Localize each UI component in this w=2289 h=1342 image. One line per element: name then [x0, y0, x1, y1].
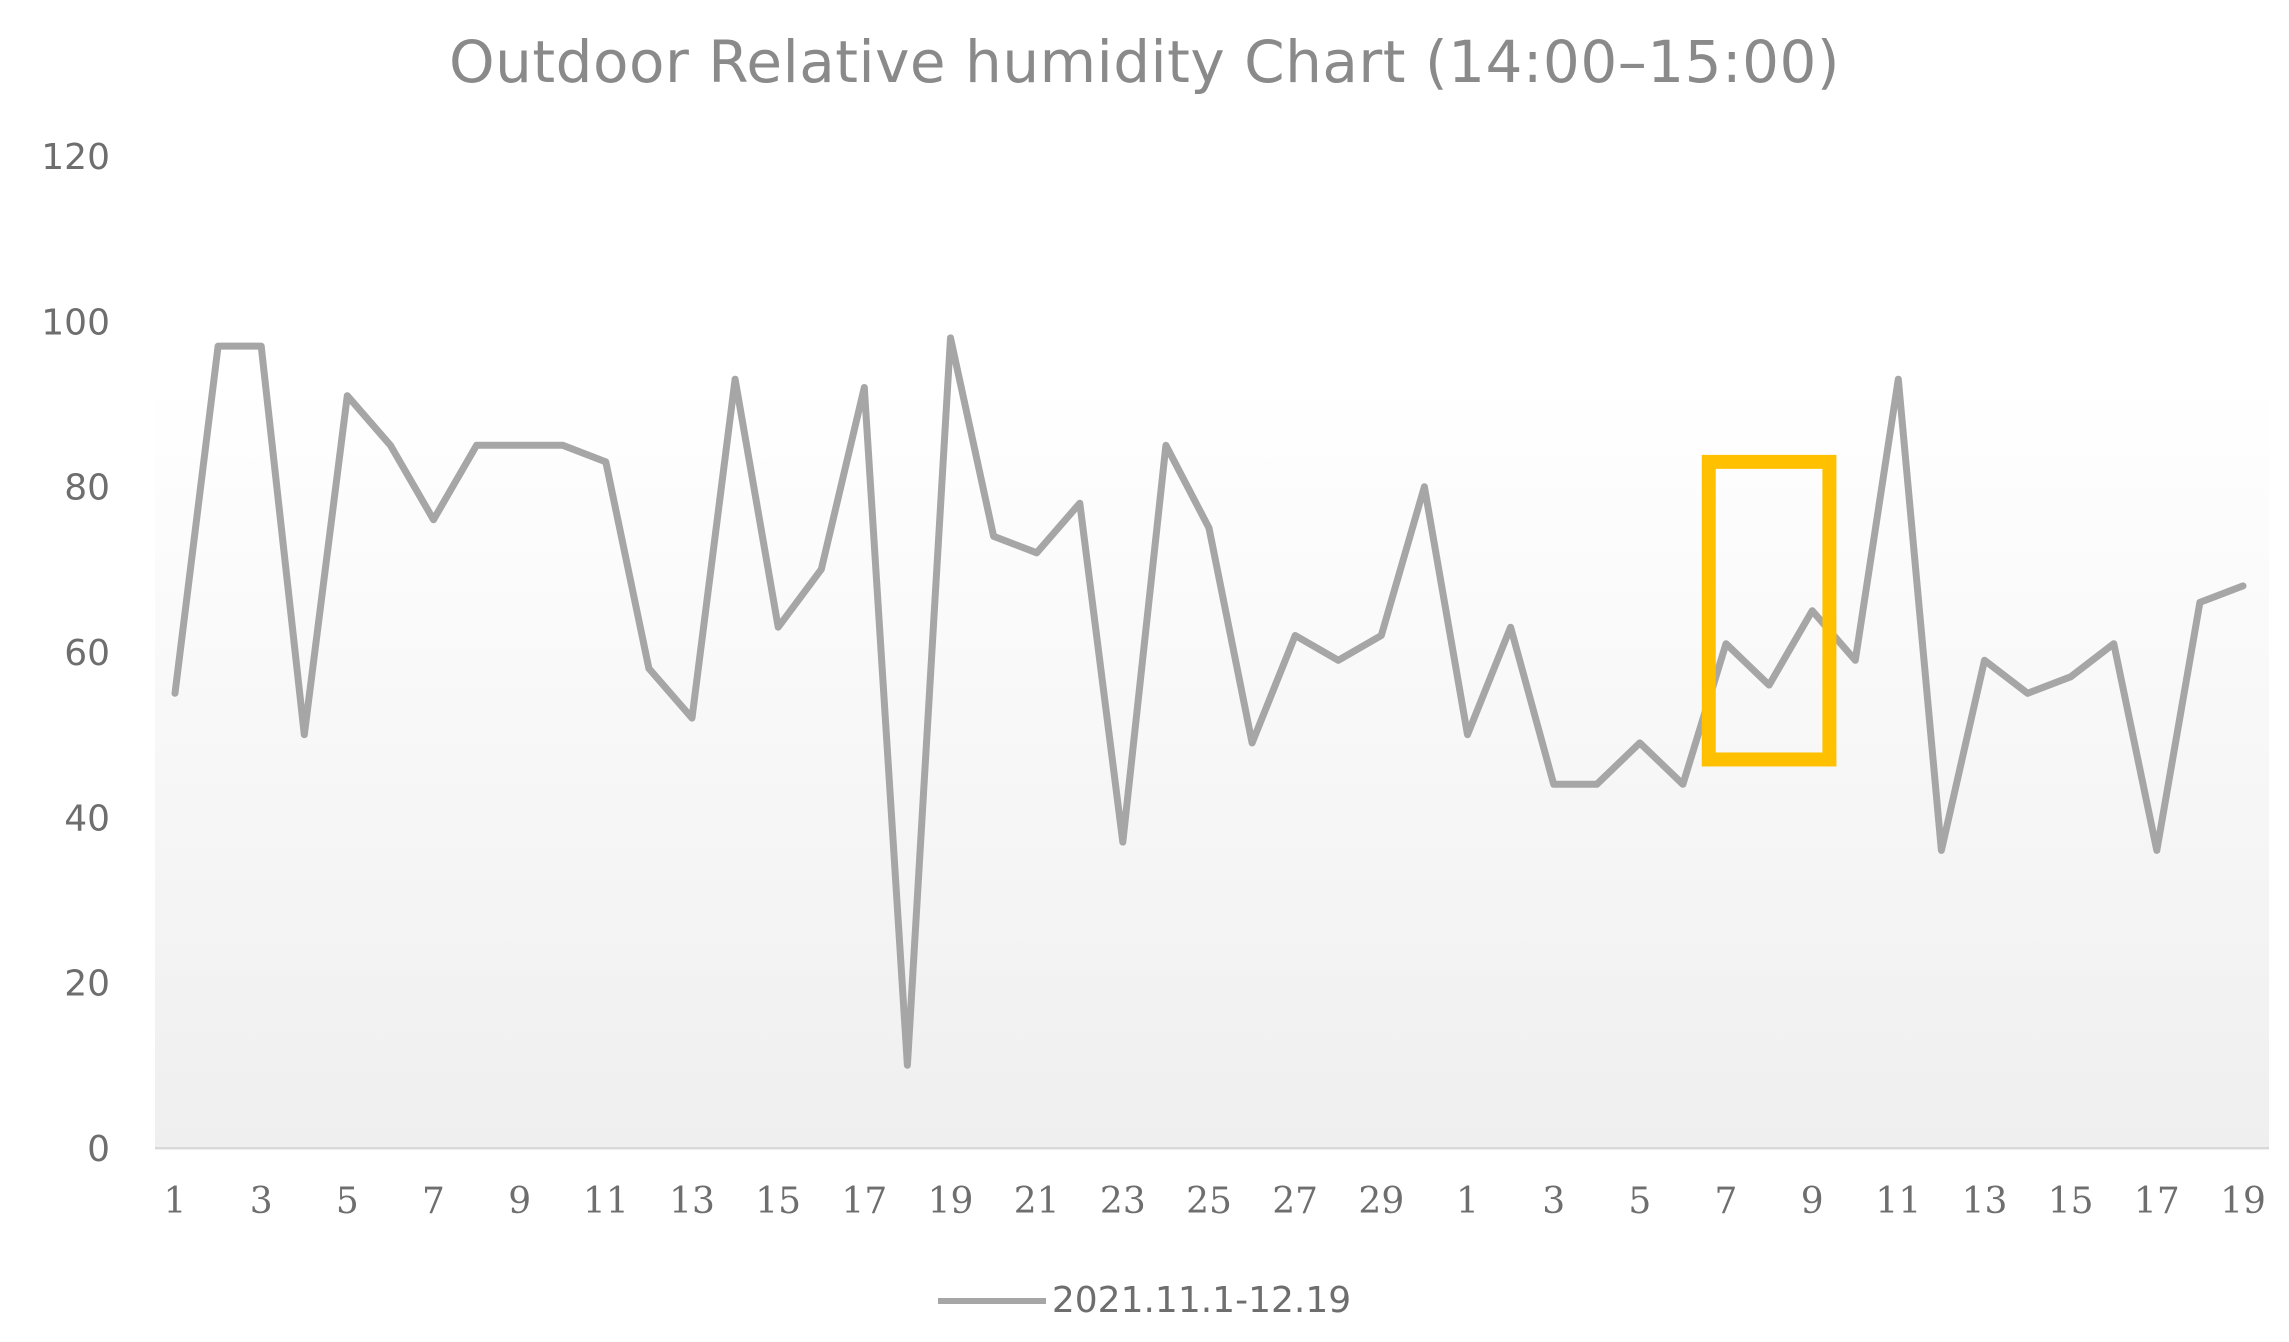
x-tick-label: 3 — [250, 1181, 273, 1222]
x-tick-label: 17 — [841, 1181, 887, 1222]
x-tick-label: 17 — [2134, 1181, 2180, 1222]
x-tick-label: 23 — [1100, 1181, 1146, 1222]
data-point — [991, 533, 997, 539]
y-tick-label: 120 — [41, 137, 110, 178]
x-tick-label: 25 — [1186, 1181, 1232, 1222]
data-point — [2025, 690, 2031, 696]
x-tick-label: 1 — [1456, 1181, 1479, 1222]
data-point — [301, 732, 307, 738]
data-point — [1465, 732, 1471, 738]
data-point — [1120, 839, 1126, 845]
y-tick-label: 100 — [41, 302, 110, 343]
x-tick-label: 29 — [1358, 1181, 1404, 1222]
legend-label: 2021.11.1-12.19 — [1051, 1280, 1352, 1321]
data-point — [1680, 781, 1686, 787]
data-point — [172, 690, 178, 696]
y-tick-label: 0 — [87, 1129, 110, 1170]
x-tick-label: 15 — [2048, 1181, 2094, 1222]
data-point — [1378, 632, 1384, 638]
data-point — [1637, 740, 1643, 746]
data-point — [431, 517, 437, 523]
data-point — [1421, 484, 1427, 490]
data-point — [1594, 781, 1600, 787]
data-point — [646, 666, 652, 672]
data-point — [387, 442, 393, 448]
data-point — [560, 442, 566, 448]
x-tick-label: 19 — [928, 1181, 974, 1222]
data-point — [1163, 442, 1169, 448]
data-point — [474, 442, 480, 448]
data-point — [258, 343, 264, 349]
data-point — [1938, 847, 1944, 853]
y-tick-label: 60 — [64, 633, 110, 674]
legend: 2021.11.1-12.19 — [0, 1280, 2289, 1321]
x-tick-label: 19 — [2220, 1181, 2266, 1222]
x-tick-label: 9 — [1801, 1181, 1824, 1222]
data-point — [1508, 624, 1514, 630]
data-point — [1895, 376, 1901, 382]
data-point — [603, 459, 609, 465]
x-tick-label: 27 — [1272, 1181, 1318, 1222]
x-tick-label: 9 — [508, 1181, 531, 1222]
x-tick-label: 5 — [1628, 1181, 1651, 1222]
data-point — [1852, 657, 1858, 663]
data-point — [861, 384, 867, 390]
chart-title: Outdoor Relative humidity Chart (14:00–1… — [449, 28, 1840, 96]
x-tick-label: 11 — [1875, 1181, 1921, 1222]
data-point — [1034, 550, 1040, 556]
x-tick-label: 13 — [1962, 1181, 2008, 1222]
series-line — [171, 334, 2247, 1069]
y-tick-label: 80 — [64, 468, 110, 509]
highlight-box — [1701, 454, 1837, 767]
data-point — [775, 624, 781, 630]
x-tick-label: 11 — [583, 1181, 629, 1222]
data-point — [1766, 682, 1772, 688]
x-tick-label: 1 — [164, 1181, 187, 1222]
data-point — [732, 376, 738, 382]
data-point — [2240, 583, 2246, 589]
data-point — [904, 1062, 910, 1068]
x-tick-label: 15 — [755, 1181, 801, 1222]
data-point — [215, 343, 221, 349]
data-point — [948, 335, 954, 341]
data-point — [1335, 657, 1341, 663]
x-tick-label: 5 — [336, 1181, 359, 1222]
data-point — [1982, 657, 1988, 663]
data-point — [1077, 500, 1083, 506]
x-tick-label: 13 — [669, 1181, 715, 1222]
y-tick-label: 20 — [64, 964, 110, 1005]
data-point — [1551, 781, 1557, 787]
data-point — [1249, 740, 1255, 746]
data-point — [2197, 599, 2203, 605]
plot-background — [155, 380, 2269, 1150]
x-tick-label: 7 — [422, 1181, 445, 1222]
legend-swatch — [937, 1297, 1046, 1304]
data-point — [818, 566, 824, 572]
data-point — [2068, 674, 2074, 680]
data-point — [2111, 641, 2117, 647]
data-point — [689, 715, 695, 721]
data-point — [1292, 632, 1298, 638]
x-tick-label: 21 — [1014, 1181, 1060, 1222]
data-point — [344, 393, 350, 399]
y-axis-ticks: 0 20 40 60 80 100 120 — [41, 137, 110, 1170]
x-tick-label: 3 — [1542, 1181, 1565, 1222]
data-point — [1723, 641, 1729, 647]
y-tick-label: 40 — [64, 798, 110, 839]
data-point — [2154, 847, 2160, 853]
data-point — [1809, 608, 1815, 614]
data-point — [1206, 525, 1212, 531]
x-tick-label: 7 — [1715, 1181, 1738, 1222]
data-point — [517, 442, 523, 448]
x-axis-ticks: 1 3 5 7 9 11 13 15 17 19 21 23 25 27 29 1 3 5 7 9 11 13 15 17 19 — [164, 1181, 2266, 1222]
